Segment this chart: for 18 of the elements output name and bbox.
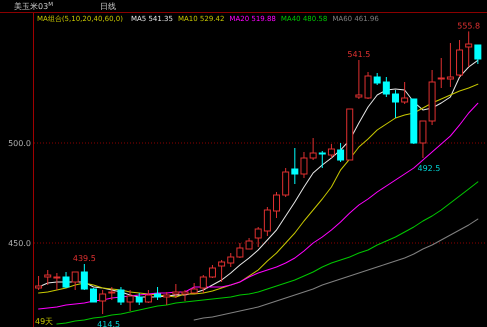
annotation: 492.5 [417, 164, 440, 173]
chart-title: 美玉米03$^{M}$ [14, 1, 54, 11]
candlestick [465, 30, 472, 68]
annotation: 439.5 [72, 254, 96, 263]
annotation: 541.5 [347, 50, 370, 59]
annotation: 414.5 [97, 320, 120, 327]
candlestick [44, 270, 52, 286]
candlestick [108, 286, 116, 300]
candlestick [446, 42, 454, 88]
y-tick-label: 500.0 [8, 139, 31, 148]
candlestick [438, 58, 445, 88]
annotation: 555.8 [457, 21, 480, 30]
candlestick [126, 290, 134, 312]
chart-subtitle: 日线 [100, 2, 116, 11]
y-tick-label: 450.0 [8, 239, 31, 248]
annotation: 49天 [35, 317, 54, 326]
line-series [194, 218, 478, 320]
candlestick [291, 148, 298, 184]
